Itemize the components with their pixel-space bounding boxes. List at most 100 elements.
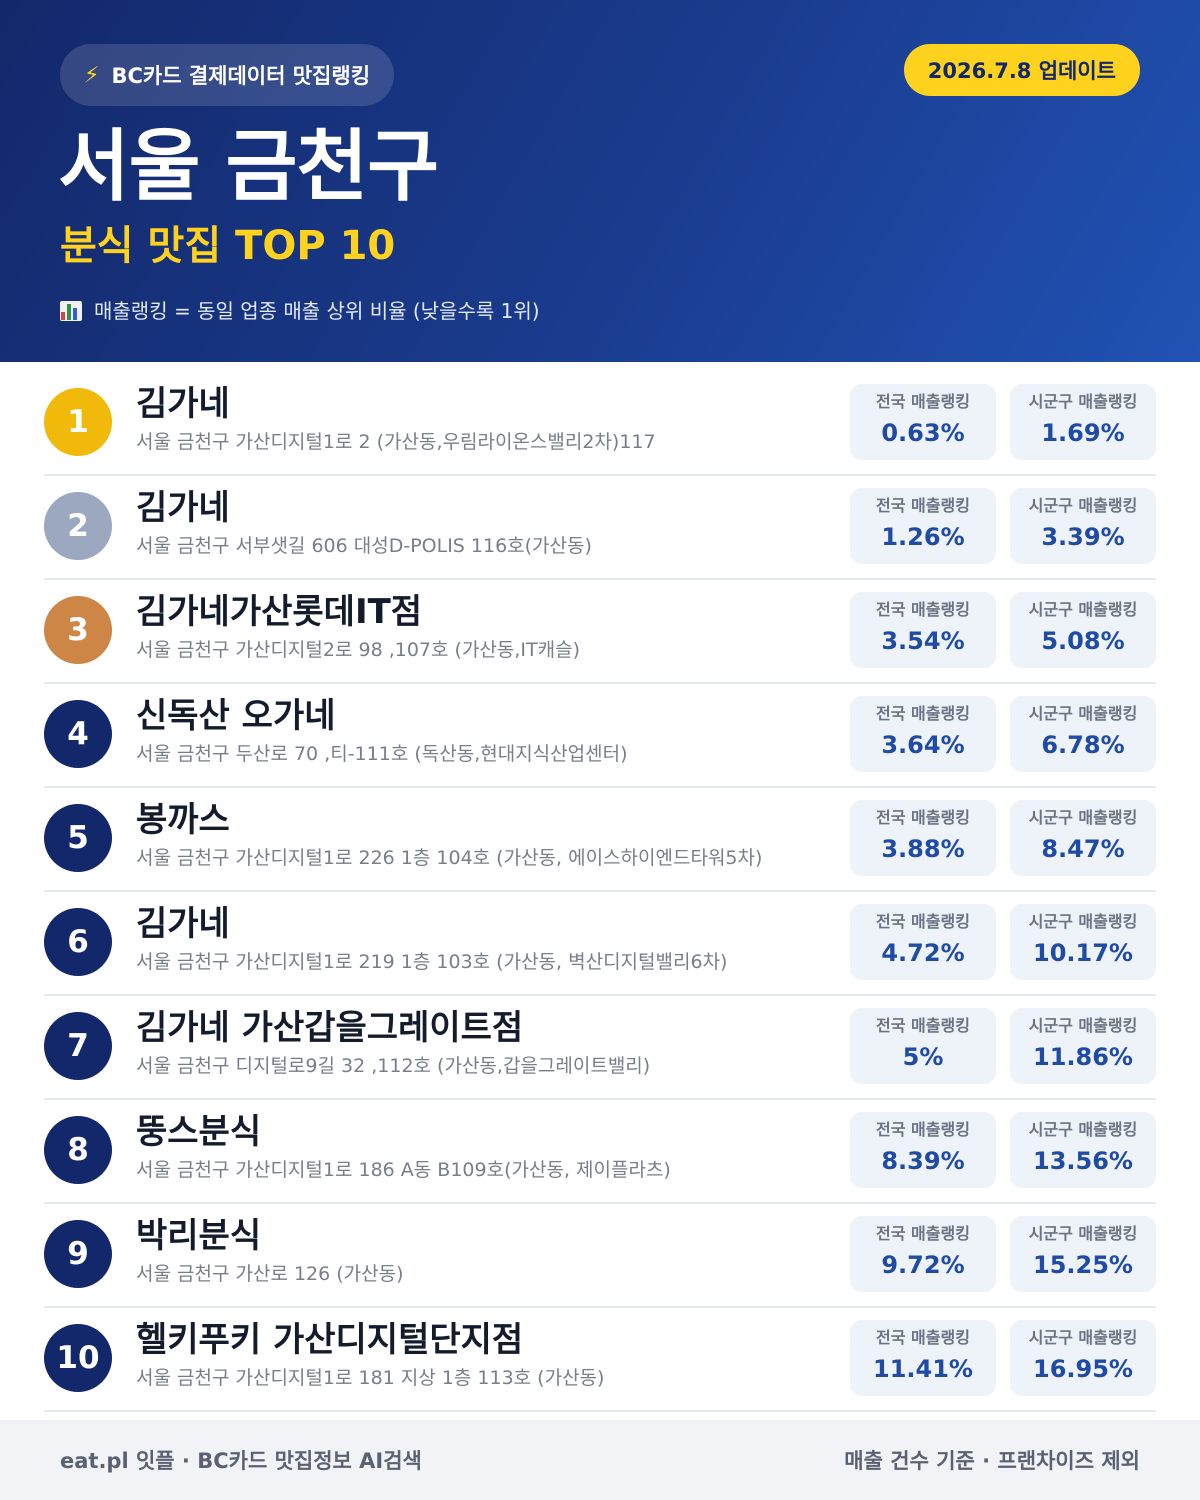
national-ranking-card: 전국 매출랭킹 3.88% (850, 800, 996, 876)
rank-badge: 1 (44, 388, 112, 456)
national-ranking-label: 전국 매출랭킹 (876, 1328, 970, 1347)
national-ranking-label: 전국 매출랭킹 (876, 496, 970, 515)
restaurant-name: 김가네 (136, 488, 230, 528)
ranking-note: 매출랭킹 = 동일 업종 매출 상위 비율 (낮을수록 1위) (60, 294, 540, 328)
local-ranking-label: 시군구 매출랭킹 (1028, 496, 1138, 515)
national-ranking-value: 8.39% (881, 1147, 965, 1175)
restaurant-address: 서울 금천구 가산디지털1로 186 A동 B109호(가산동, 제이플라츠) (136, 1159, 671, 1181)
restaurant-name: 김가네가산롯데IT점 (136, 592, 423, 632)
national-ranking-card: 전국 매출랭킹 0.63% (850, 384, 996, 460)
local-ranking-label: 시군구 매출랭킹 (1028, 392, 1138, 411)
restaurant-row[interactable]: 4 신독산 오가네 서울 금천구 두산로 70 ,티-111호 (독산동,현대지식산… (44, 684, 1156, 788)
national-ranking-value: 3.88% (881, 835, 965, 863)
local-ranking-label: 시군구 매출랭킹 (1028, 808, 1138, 827)
rank-badge: 10 (44, 1324, 112, 1392)
restaurant-name: 신독산 오가네 (136, 696, 336, 736)
local-ranking-value: 5.08% (1041, 627, 1125, 655)
national-ranking-label: 전국 매출랭킹 (876, 704, 970, 723)
local-ranking-label: 시군구 매출랭킹 (1028, 1120, 1138, 1139)
restaurant-address: 서울 금천구 서부샛길 606 대성D-POLIS 116호(가산동) (136, 535, 592, 557)
rank-badge: 8 (44, 1116, 112, 1184)
restaurant-name: 김가네 가산갑을그레이트점 (136, 1008, 524, 1048)
footer-source: eat.pl 잇플 · BC카드 맛집정보 AI검색 (60, 1449, 422, 1473)
restaurant-name: 박리분식 (136, 1216, 262, 1256)
national-ranking-card: 전국 매출랭킹 1.26% (850, 488, 996, 564)
national-ranking-label: 전국 매출랭킹 (876, 392, 970, 411)
national-ranking-value: 11.41% (873, 1355, 973, 1383)
source-pill-label: BC카드 결제데이터 맛집랭킹 (111, 64, 371, 88)
page-title: 서울 금천구 (58, 122, 439, 212)
local-ranking-value: 3.39% (1041, 523, 1125, 551)
restaurant-row[interactable]: 6 김가네 서울 금천구 가산디지털1로 219 1층 103호 (가산동, 벽산디… (44, 892, 1156, 996)
local-ranking-card: 시군구 매출랭킹 5.08% (1010, 592, 1156, 668)
local-ranking-value: 15.25% (1033, 1251, 1133, 1279)
national-ranking-card: 전국 매출랭킹 3.54% (850, 592, 996, 668)
restaurant-name: 김가네 (136, 384, 230, 424)
rank-badge: 7 (44, 1012, 112, 1080)
restaurant-name: 봉까스 (136, 800, 230, 840)
national-ranking-label: 전국 매출랭킹 (876, 600, 970, 619)
lightning-icon: ⚡ (84, 62, 100, 88)
national-ranking-card: 전국 매출랭킹 3.64% (850, 696, 996, 772)
national-ranking-card: 전국 매출랭킹 8.39% (850, 1112, 996, 1188)
rank-badge: 2 (44, 492, 112, 560)
restaurant-name: 뚱스분식 (136, 1112, 262, 1152)
rank-badge: 3 (44, 596, 112, 664)
local-ranking-card: 시군구 매출랭킹 13.56% (1010, 1112, 1156, 1188)
local-ranking-label: 시군구 매출랭킹 (1028, 600, 1138, 619)
local-ranking-card: 시군구 매출랭킹 15.25% (1010, 1216, 1156, 1292)
national-ranking-value: 0.63% (881, 419, 965, 447)
restaurant-name: 김가네 (136, 904, 230, 944)
restaurant-address: 서울 금천구 가산디지털1로 219 1층 103호 (가산동, 벽산디지털밸리… (136, 951, 728, 973)
restaurant-address: 서울 금천구 가산디지털1로 181 지상 1층 113호 (가산동) (136, 1367, 605, 1389)
national-ranking-value: 1.26% (881, 523, 965, 551)
restaurant-row[interactable]: 7 김가네 가산갑을그레이트점 서울 금천구 디지털로9길 32 ,112호 (가산… (44, 996, 1156, 1100)
national-ranking-label: 전국 매출랭킹 (876, 808, 970, 827)
local-ranking-value: 16.95% (1033, 1355, 1133, 1383)
local-ranking-value: 10.17% (1033, 939, 1133, 967)
ranking-note-text: 매출랭킹 = 동일 업종 매출 상위 비율 (낮을수록 1위) (94, 299, 540, 323)
national-ranking-value: 5% (902, 1043, 944, 1071)
restaurant-address: 서울 금천구 가산디지털1로 2 (가산동,우림라이온스밸리2차)117 (136, 431, 656, 453)
restaurant-list: 1 김가네 서울 금천구 가산디지털1로 2 (가산동,우림라이온스밸리2차)117… (44, 372, 1156, 1412)
local-ranking-card: 시군구 매출랭킹 11.86% (1010, 1008, 1156, 1084)
restaurant-address: 서울 금천구 가산디지털1로 226 1층 104호 (가산동, 에이스하이엔드… (136, 847, 763, 869)
national-ranking-value: 4.72% (881, 939, 965, 967)
national-ranking-label: 전국 매출랭킹 (876, 912, 970, 931)
national-ranking-card: 전국 매출랭킹 4.72% (850, 904, 996, 980)
rank-badge: 9 (44, 1220, 112, 1288)
local-ranking-card: 시군구 매출랭킹 8.47% (1010, 800, 1156, 876)
bar-chart-icon (60, 301, 82, 321)
local-ranking-value: 6.78% (1041, 731, 1125, 759)
restaurant-address: 서울 금천구 가산디지털2로 98 ,107호 (가산동,IT캐슬) (136, 639, 581, 661)
local-ranking-card: 시군구 매출랭킹 16.95% (1010, 1320, 1156, 1396)
local-ranking-label: 시군구 매출랭킹 (1028, 1016, 1138, 1035)
footer: eat.pl 잇플 · BC카드 맛집정보 AI검색 매출 건수 기준 · 프랜… (0, 1420, 1200, 1500)
footer-criteria: 매출 건수 기준 · 프랜차이즈 제외 (844, 1449, 1140, 1473)
national-ranking-value: 3.64% (881, 731, 965, 759)
local-ranking-value: 8.47% (1041, 835, 1125, 863)
local-ranking-label: 시군구 매출랭킹 (1028, 1328, 1138, 1347)
local-ranking-label: 시군구 매출랭킹 (1028, 912, 1138, 931)
national-ranking-value: 3.54% (881, 627, 965, 655)
restaurant-address: 서울 금천구 가산로 126 (가산동) (136, 1263, 404, 1285)
source-pill: ⚡ BC카드 결제데이터 맛집랭킹 (60, 44, 395, 106)
local-ranking-card: 시군구 매출랭킹 10.17% (1010, 904, 1156, 980)
national-ranking-card: 전국 매출랭킹 9.72% (850, 1216, 996, 1292)
local-ranking-value: 11.86% (1033, 1043, 1133, 1071)
rank-badge: 4 (44, 700, 112, 768)
update-badge: 2026.7.8 업데이트 (903, 44, 1140, 96)
local-ranking-card: 시군구 매출랭킹 3.39% (1010, 488, 1156, 564)
restaurant-row[interactable]: 10 헬키푸키 가산디지털단지점 서울 금천구 가산디지털1로 181 지상 1층 … (44, 1308, 1156, 1412)
rank-badge: 5 (44, 804, 112, 872)
local-ranking-label: 시군구 매출랭킹 (1028, 704, 1138, 723)
national-ranking-value: 9.72% (881, 1251, 965, 1279)
national-ranking-label: 전국 매출랭킹 (876, 1224, 970, 1243)
national-ranking-card: 전국 매출랭킹 5% (850, 1008, 996, 1084)
